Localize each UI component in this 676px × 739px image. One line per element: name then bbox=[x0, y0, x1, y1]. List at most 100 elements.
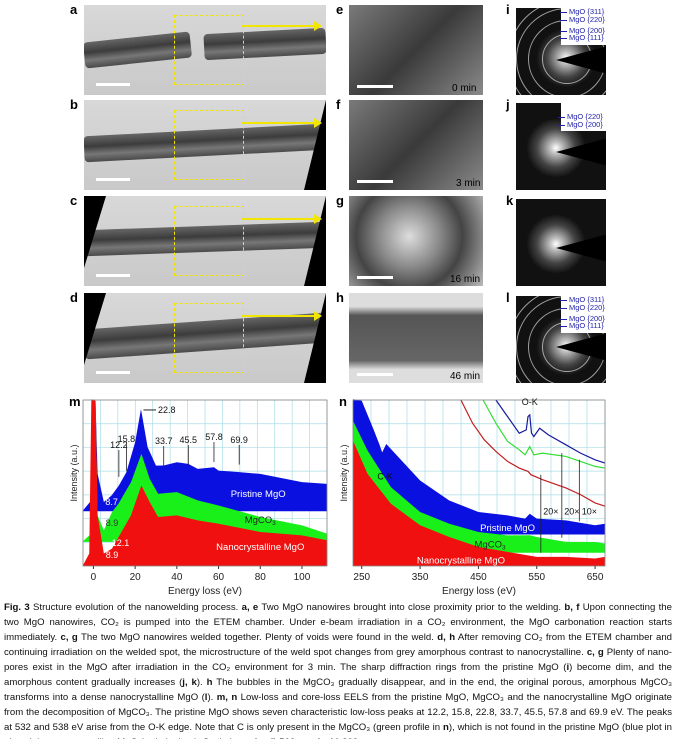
panel-reference: (a–d) bbox=[254, 737, 277, 739]
y-axis-label: Intensity (a.u.) bbox=[69, 444, 79, 501]
panel-reference: i bbox=[566, 662, 570, 673]
hrtem-image-h bbox=[349, 293, 483, 383]
panel-label: k bbox=[506, 193, 514, 208]
plot-frame bbox=[352, 399, 606, 567]
x-tick-label: 350 bbox=[412, 572, 429, 583]
peak-label: 8.9 bbox=[106, 518, 119, 528]
subscript: 3 bbox=[272, 520, 276, 527]
time-label: 16 min bbox=[450, 274, 481, 285]
time-label: 46 min bbox=[450, 371, 481, 382]
scale-factor-label: 10× bbox=[582, 507, 597, 517]
tem-image-c bbox=[84, 196, 326, 286]
hkl-label: MgO {220} bbox=[558, 112, 603, 121]
panel-label: h bbox=[336, 290, 344, 305]
peak-label: 57.8 bbox=[205, 432, 223, 442]
caption-text: Two MgO nanowires brought into close pro… bbox=[258, 602, 565, 613]
panel-label: g bbox=[336, 193, 344, 208]
caption-text: The bubbles in the MgCO₃ gradually disap… bbox=[4, 677, 672, 703]
panel-label: e bbox=[336, 2, 344, 17]
hkl-label: MgO {200} bbox=[558, 120, 603, 129]
series-area-pristine-mgo bbox=[353, 399, 605, 535]
x-tick-label: 650 bbox=[587, 572, 604, 583]
panel-reference: c, g bbox=[60, 632, 78, 643]
caption-text: Structure evolution of the nanowelding p… bbox=[29, 602, 242, 613]
panel-reference: n bbox=[442, 722, 449, 733]
caption-text: Plenty of nano-pores exist in the MgO af… bbox=[4, 647, 673, 673]
edge-label-o-k: O-K bbox=[522, 397, 538, 407]
tem-image-b bbox=[84, 100, 326, 190]
magnified-line bbox=[495, 399, 606, 464]
panel-reference: b, f bbox=[564, 602, 580, 613]
scale-bar bbox=[96, 83, 130, 86]
plot-frame bbox=[82, 399, 328, 567]
time-label: 0 min bbox=[452, 83, 477, 94]
x-axis-label: Energy loss (eV) bbox=[168, 586, 242, 597]
x-tick-label: 250 bbox=[353, 572, 370, 583]
zoom-region-box bbox=[174, 303, 244, 373]
panel-label: l bbox=[506, 290, 510, 305]
caption-text: Low-loss and core-loss EELS from the pri… bbox=[4, 692, 672, 733]
peak-label: 12.2 bbox=[110, 440, 128, 450]
scale-bar bbox=[96, 178, 130, 181]
x-tick-label: 450 bbox=[470, 572, 487, 583]
panel-label: f bbox=[336, 97, 341, 112]
panel-label: j bbox=[506, 97, 510, 112]
caption-text: Upon connecting the two MgO nanowires, C… bbox=[4, 602, 672, 643]
x-tick-label: 100 bbox=[294, 572, 311, 583]
peak-label: 33.7 bbox=[155, 436, 173, 446]
diffraction-pattern-k bbox=[516, 199, 606, 286]
hkl-label: MgO {220} bbox=[560, 303, 605, 312]
x-tick-label: 80 bbox=[255, 572, 267, 583]
panel-label: i bbox=[506, 2, 510, 17]
x-axis-label: Energy loss (eV) bbox=[442, 586, 516, 597]
caption-text: The two MgO nanowires welded together. P… bbox=[77, 632, 438, 643]
tem-image-d bbox=[84, 293, 326, 383]
peak-label: 69.9 bbox=[230, 435, 248, 445]
scale-bar bbox=[357, 85, 393, 88]
hrtem-image-e bbox=[349, 5, 483, 95]
hrtem-image-f bbox=[349, 100, 483, 190]
caption-text: 200 nm bbox=[339, 737, 374, 739]
panel-label: c bbox=[70, 193, 78, 208]
panel-label: b bbox=[70, 97, 78, 112]
caption-text: After removing CO₂ from the ETEM chamber… bbox=[4, 632, 672, 658]
panel-label: a bbox=[70, 2, 78, 17]
series-label-mgco3: MgCO3 bbox=[475, 540, 506, 552]
series-label-nanocrystalline-mgo: Nanocrystalline MgO bbox=[417, 556, 505, 567]
caption-text: ). bbox=[196, 677, 207, 688]
scale-bar bbox=[357, 180, 393, 183]
panel-reference: h bbox=[206, 677, 213, 688]
time-label: 3 min bbox=[456, 178, 481, 189]
series-area-nanocrystalline-mgo bbox=[353, 440, 605, 566]
zoom-arrow bbox=[242, 214, 322, 224]
x-tick-label: 550 bbox=[528, 572, 545, 583]
zoom-region-box bbox=[174, 15, 244, 85]
hkl-label: MgO {111} bbox=[560, 321, 604, 330]
peak-label: 45.5 bbox=[180, 435, 198, 445]
panel-reference: c, g bbox=[586, 647, 604, 658]
x-tick-label: 20 bbox=[130, 572, 142, 583]
caption-text: ). Scale bars: bbox=[194, 737, 253, 739]
series-label-pristine-mgo: Pristine MgO bbox=[231, 489, 286, 500]
magnified-line bbox=[482, 399, 606, 469]
hkl-label: MgO {220} bbox=[560, 15, 605, 24]
y-axis-label: Intensity (a.u.) bbox=[339, 444, 349, 501]
scale-bar bbox=[96, 371, 130, 374]
hkl-label: MgO {200} bbox=[560, 314, 605, 323]
caption-text: ) become dim, and the amorphous content … bbox=[4, 662, 672, 688]
panel-reference: d, h bbox=[437, 632, 456, 643]
panel-label: m bbox=[69, 394, 81, 409]
panel-reference: (e–h) bbox=[317, 737, 340, 739]
peak-label: 22.8 bbox=[158, 405, 176, 415]
zoom-arrow bbox=[242, 118, 322, 128]
panel-reference: j, k bbox=[182, 677, 197, 688]
scale-factor-label: 20× bbox=[564, 507, 579, 517]
x-tick-label: 0 bbox=[91, 572, 97, 583]
x-tick-label: 40 bbox=[171, 572, 183, 583]
tem-image-a bbox=[84, 5, 326, 95]
series-area-nanocrystalline-mgo bbox=[83, 399, 327, 566]
hkl-label: MgO {311} bbox=[560, 295, 604, 304]
caption-text: ) and the nanocrystalline MgO (red plot … bbox=[10, 737, 189, 739]
panel-reference: n bbox=[4, 737, 10, 739]
